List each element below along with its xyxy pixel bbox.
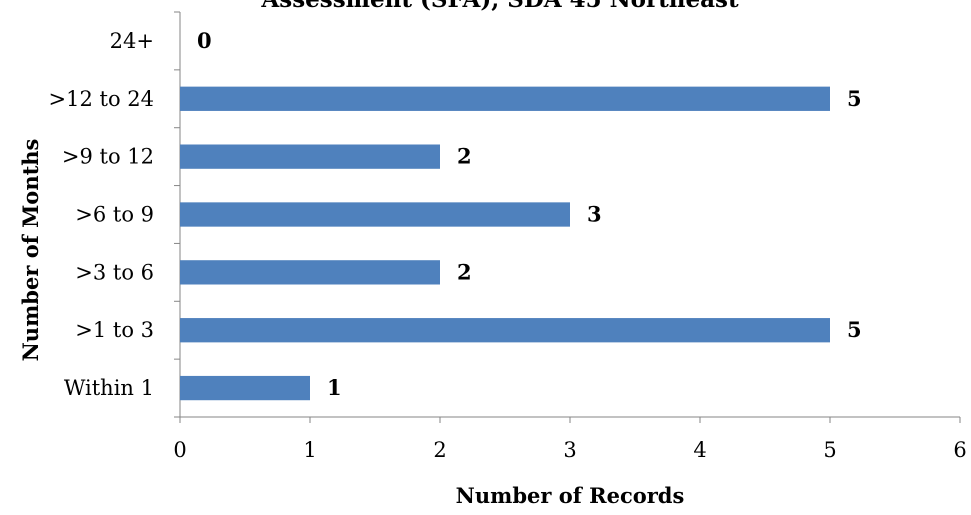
bar [180,318,830,343]
bar [180,260,440,285]
x-tick-label: 2 [433,438,446,462]
x-tick-label: 4 [693,438,706,462]
data-label: 2 [457,144,472,169]
y-tick-label: >1 to 3 [75,318,154,342]
y-axis-title: Number of Months [18,139,43,362]
data-label: 2 [457,259,472,284]
data-label: 5 [847,317,862,342]
bar [180,375,310,401]
data-label: 1 [327,375,342,400]
data-label: 0 [197,28,212,53]
y-tick-label: >3 to 6 [75,260,154,284]
bar [180,86,830,111]
chart-title: Assessment (SFA), SDA 45 Northeast [260,0,739,13]
bar [180,144,440,169]
bar [180,202,570,227]
x-tick-label: 3 [563,438,576,462]
y-tick-label: >12 to 24 [49,87,154,111]
y-tick-label: 24+ [110,29,154,53]
x-axis-title: Number of Records [456,483,685,508]
y-tick-label: >6 to 9 [75,203,154,227]
x-tick-label: 0 [173,438,186,462]
plot-area: 0 1 2 3 4 5 6 Within 1 1 >1 to 3 5 >3 to 6 2 >6 to 9 3… [49,11,967,462]
data-label: 3 [587,202,602,227]
data-label: 5 [847,86,862,111]
y-tick-label: Within 1 [64,376,154,400]
x-tick-label: 1 [303,438,316,462]
y-tick-label: >9 to 12 [62,145,154,169]
x-tick-label: 5 [823,438,836,462]
x-tick-label: 6 [953,438,966,462]
